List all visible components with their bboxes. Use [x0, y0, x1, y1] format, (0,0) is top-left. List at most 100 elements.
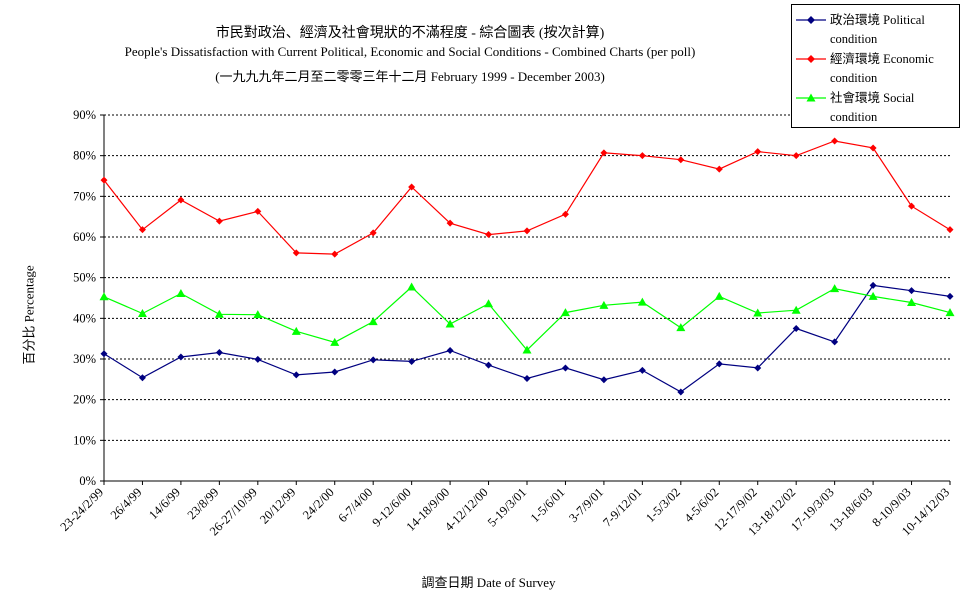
data-point-2 [522, 345, 532, 354]
data-point-2 [791, 305, 801, 314]
data-point-2 [637, 297, 647, 306]
y-tick-label: 40% [73, 311, 96, 325]
data-point-2 [176, 289, 186, 298]
data-point-2 [407, 282, 417, 291]
data-point-2 [291, 326, 301, 335]
data-point-1 [869, 144, 877, 152]
data-point-1 [677, 156, 685, 164]
x-tick-label: 23-24/2/99 [57, 485, 106, 534]
series-line-1 [103, 140, 951, 255]
legend-label-economic: 經濟環境 Economic condition [830, 52, 934, 85]
data-point-1 [561, 210, 569, 218]
x-tick-label: 1-5/3/02 [643, 485, 683, 525]
data-point-1 [138, 226, 146, 234]
data-point-0 [292, 371, 300, 379]
y-tick-label: 30% [73, 352, 96, 366]
series-line-2 [103, 286, 951, 351]
y-tick-label: 10% [73, 433, 96, 447]
data-point-0 [754, 364, 762, 372]
data-point-1 [908, 202, 916, 210]
data-point-1 [485, 231, 493, 239]
data-point-1 [100, 176, 108, 184]
x-tick-label: 20/12/99 [257, 485, 298, 526]
data-point-1 [215, 217, 223, 225]
y-tick-label: 90% [73, 108, 96, 122]
legend-label-social: 社會環境 Social condition [830, 91, 915, 124]
data-point-0 [369, 356, 377, 364]
data-point-2 [868, 291, 878, 300]
y-tick-label: 0% [79, 474, 96, 488]
data-point-1 [408, 183, 416, 191]
data-point-2 [907, 297, 917, 306]
data-point-1 [754, 148, 762, 156]
x-tick-label: 23/8/99 [185, 485, 222, 522]
data-point-0 [254, 355, 262, 363]
data-point-1 [292, 249, 300, 257]
data-point-0 [485, 361, 493, 369]
data-point-0 [138, 374, 146, 382]
data-point-2 [484, 299, 494, 308]
data-point-2 [560, 308, 570, 317]
data-point-0 [908, 287, 916, 295]
data-point-2 [99, 292, 109, 301]
data-point-1 [792, 152, 800, 160]
data-point-1 [600, 149, 608, 157]
data-point-1 [831, 137, 839, 145]
data-point-0 [215, 348, 223, 356]
x-tick-label: 14/6/99 [146, 485, 183, 522]
y-tick-label: 70% [73, 189, 96, 203]
data-point-0 [792, 325, 800, 332]
data-point-1 [254, 207, 262, 215]
data-point-1 [715, 165, 723, 173]
data-point-1 [331, 250, 339, 258]
chart-title: 市民對政治、經濟及社會現狀的不滿程度 - 綜合圖表 (按次計算) [215, 26, 605, 41]
data-point-0 [561, 364, 569, 372]
x-tick-label: 7-9/12/01 [600, 485, 644, 529]
legend-swatch-economic [796, 55, 826, 63]
data-point-0 [408, 357, 416, 365]
y-tick-label: 80% [73, 149, 96, 163]
data-point-0 [446, 346, 454, 354]
legend-swatch-social [796, 93, 826, 102]
data-point-2 [330, 337, 340, 346]
data-point-0 [600, 376, 608, 384]
data-point-0 [831, 338, 839, 346]
data-point-2 [676, 323, 686, 332]
data-point-0 [177, 353, 185, 361]
y-axis-label: 百分比 Percentage [21, 265, 37, 365]
legend-label-political: 政治環境 Political condition [830, 13, 925, 46]
data-point-0 [100, 350, 108, 358]
data-point-2 [137, 308, 147, 317]
y-tick-label: 60% [73, 230, 96, 244]
data-point-0 [677, 388, 685, 396]
data-point-2 [445, 319, 455, 328]
data-point-0 [331, 368, 339, 376]
data-point-0 [946, 292, 954, 300]
x-tick-label: 24/2/00 [300, 485, 337, 522]
data-point-1 [177, 196, 185, 204]
chart-date-range: (一九九九年二月至二零零三年十二月 February 1999 - Decemb… [215, 69, 605, 84]
data-point-1 [523, 227, 531, 235]
data-point-2 [753, 308, 763, 317]
data-point-2 [714, 291, 724, 300]
x-tick-label: 1-5/6/01 [528, 485, 568, 525]
data-point-1 [946, 226, 954, 234]
data-point-1 [369, 229, 377, 237]
data-point-0 [869, 281, 877, 289]
y-tick-label: 20% [73, 393, 96, 407]
data-point-0 [638, 366, 646, 374]
legend-swatch-political [796, 16, 826, 24]
data-point-1 [446, 219, 454, 227]
chart-subtitle: People's Dissatisfaction with Current Po… [124, 44, 696, 59]
data-point-2 [599, 300, 609, 309]
x-axis-label: 調查日期 Date of Survey [421, 575, 556, 590]
legend: 政治環境 Political condition 經濟環境 Economic c… [791, 4, 960, 128]
data-point-0 [715, 360, 723, 368]
x-tick-label: 26/4/99 [108, 485, 145, 522]
y-tick-label: 50% [73, 271, 96, 285]
data-point-2 [945, 308, 955, 317]
data-point-2 [830, 284, 840, 293]
data-point-2 [253, 310, 263, 319]
data-point-1 [638, 152, 646, 160]
